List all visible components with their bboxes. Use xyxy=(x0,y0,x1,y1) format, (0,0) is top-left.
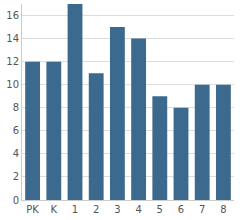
svg-text:2: 2 xyxy=(93,204,99,215)
svg-text:16: 16 xyxy=(6,10,19,21)
svg-text:0: 0 xyxy=(13,195,19,206)
svg-text:12: 12 xyxy=(6,56,19,67)
svg-text:3: 3 xyxy=(114,204,120,215)
svg-text:2: 2 xyxy=(13,171,19,182)
svg-text:8: 8 xyxy=(220,204,226,215)
svg-text:PK: PK xyxy=(26,204,39,215)
svg-text:5: 5 xyxy=(157,204,163,215)
svg-text:1: 1 xyxy=(72,204,78,215)
svg-text:6: 6 xyxy=(178,204,184,215)
svg-text:4: 4 xyxy=(13,148,19,159)
svg-text:4: 4 xyxy=(135,204,141,215)
svg-text:6: 6 xyxy=(13,125,19,136)
svg-text:14: 14 xyxy=(6,33,19,44)
svg-text:8: 8 xyxy=(13,102,19,113)
svg-text:K: K xyxy=(51,204,58,215)
svg-text:7: 7 xyxy=(199,204,205,215)
svg-text:10: 10 xyxy=(6,79,19,90)
